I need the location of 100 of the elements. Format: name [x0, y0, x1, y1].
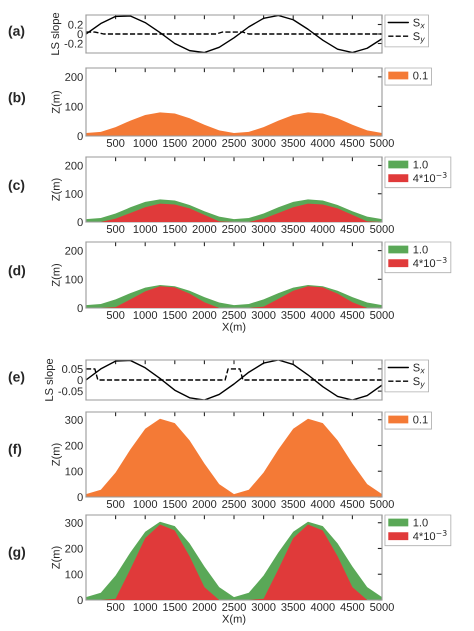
y-tick-label: 200	[65, 246, 83, 255]
x-tick-label: 1500	[163, 311, 187, 319]
y-axis-title: Z(m)	[52, 264, 62, 286]
text: 4*10$^{−3}$	[412, 530, 447, 540]
x-tick-label: 500	[106, 603, 124, 611]
x-tick-label: 500	[106, 139, 124, 147]
text: (a)	[8, 26, 24, 39]
y-tick-label: 0	[77, 376, 83, 384]
legend-label: 1.0	[414, 518, 428, 526]
x-tick-label: 4500	[340, 603, 364, 611]
y-tick-label: 100	[66, 468, 83, 476]
x-tick-label: 3500	[281, 311, 306, 319]
y-tick-label: 0.2	[68, 20, 83, 29]
x-tick-label: 1000	[134, 603, 158, 611]
text: (e)	[8, 372, 24, 384]
y-tick-label: 100	[66, 190, 83, 198]
y-axis-title: Z(m)	[52, 90, 62, 114]
legend-label: S$_{x}$	[413, 18, 425, 28]
x-tick-label: 4000	[310, 311, 335, 319]
y-axis-title: Z(m)	[52, 546, 62, 569]
x-tick-label: 500	[106, 225, 124, 233]
x-tick-label: 4000	[310, 500, 335, 508]
y-tick-label: 100	[66, 276, 83, 284]
x-tick-label: 500	[106, 500, 124, 508]
text: 4*10$^{−3}$	[412, 256, 447, 268]
legend-label: 1.0	[414, 246, 428, 254]
y-tick-label: 0	[77, 218, 83, 226]
y-tick-label: -0.2	[64, 40, 83, 48]
x-tick-label: 3000	[252, 500, 276, 508]
x-tick-label: 1000	[134, 500, 158, 508]
x-tick-label: 1000	[134, 311, 158, 319]
text: (f)	[8, 444, 22, 457]
x-tick-label: 4000	[310, 603, 335, 611]
y-tick-label: 100	[66, 570, 83, 578]
x-tick-label: 3000	[252, 225, 276, 233]
x-tick-label: 1000	[134, 225, 158, 233]
x-tick-label: 2000	[192, 225, 216, 233]
x-tick-label: 2000	[192, 500, 216, 508]
x-tick-label: 1500	[163, 603, 187, 611]
x-tick-label: 2500	[222, 500, 246, 508]
x-tick-label: 5000	[370, 500, 394, 508]
legend-label: 4*10$^{−3}$	[412, 172, 447, 182]
x-tick-label: 4000	[310, 139, 335, 147]
x-tick-label: 1500	[163, 139, 187, 147]
x-tick-label: 3000	[252, 139, 276, 147]
text: (c)	[8, 180, 24, 193]
y-tick-label: 300	[65, 416, 83, 424]
x-tick-label: 3500	[281, 139, 306, 147]
x-tick-label: 2500	[222, 139, 246, 147]
x-tick-label: 4500	[340, 139, 364, 147]
x-tick-label: 2500	[222, 603, 246, 611]
x-tick-label: 1000	[134, 139, 158, 147]
x-tick-label: 5000	[370, 225, 394, 233]
text: (g)	[8, 546, 26, 560]
y-axis-title: LS slope	[50, 12, 62, 55]
x-tick-label: 1500	[163, 225, 187, 233]
legend-label: 0.1	[413, 72, 428, 80]
x-tick-label: 5000	[370, 603, 394, 611]
y-axis-title: LS slope	[44, 358, 56, 401]
y-tick-label: 0	[77, 132, 83, 140]
x-tick-label: 3500	[281, 500, 306, 508]
x-tick-label: 1500	[163, 500, 187, 508]
x-tick-label: 4500	[340, 225, 364, 233]
x-tick-label: 4500	[340, 500, 364, 508]
x-tick-label: 5000	[370, 311, 394, 319]
x-tick-label: 3000	[252, 311, 276, 319]
x-tick-label: 2500	[222, 311, 246, 319]
legend-label: S$_{y}$	[413, 32, 425, 44]
y-tick-label: 200	[65, 162, 83, 170]
y-axis-title: Z(m)	[52, 443, 62, 466]
legend-label: S$_{x}$	[413, 364, 425, 374]
text: (b)	[8, 92, 26, 106]
x-tick-label: 500	[106, 311, 124, 319]
x-tick-label: 3500	[281, 603, 306, 611]
y-tick-label: 0	[77, 30, 83, 38]
x-tick-label: 3500	[281, 225, 306, 233]
y-tick-label: 0.05	[62, 365, 83, 374]
y-tick-label: 200	[65, 73, 83, 82]
x-tick-label: 2000	[192, 311, 216, 319]
x-tick-label: 3000	[252, 603, 276, 611]
y-tick-label: 200	[65, 442, 83, 450]
y-tick-label: 200	[65, 544, 83, 553]
x-axis-title: X(m)	[222, 614, 246, 625]
y-tick-label: 0	[77, 596, 83, 604]
x-tick-label: 4000	[310, 225, 335, 233]
y-tick-label: 100	[66, 102, 83, 111]
y-tick-label: 300	[65, 518, 83, 527]
y-tick-label: 0	[77, 493, 83, 502]
x-tick-label: 2500	[222, 225, 246, 233]
legend-label: 0.1	[413, 416, 428, 424]
line-series	[86, 360, 382, 400]
x-tick-label: 5000	[370, 139, 394, 147]
x-tick-label: 2000	[192, 139, 216, 147]
text: 1.0	[414, 160, 428, 168]
y-axis-title: Z(m)	[52, 178, 62, 201]
y-tick-label: 0	[77, 304, 83, 312]
x-axis-title: X(m)	[222, 322, 246, 333]
legend-label: S$_{y}$	[413, 377, 425, 388]
text: (d)	[8, 265, 26, 278]
y-tick-label: -0.05	[58, 387, 83, 396]
